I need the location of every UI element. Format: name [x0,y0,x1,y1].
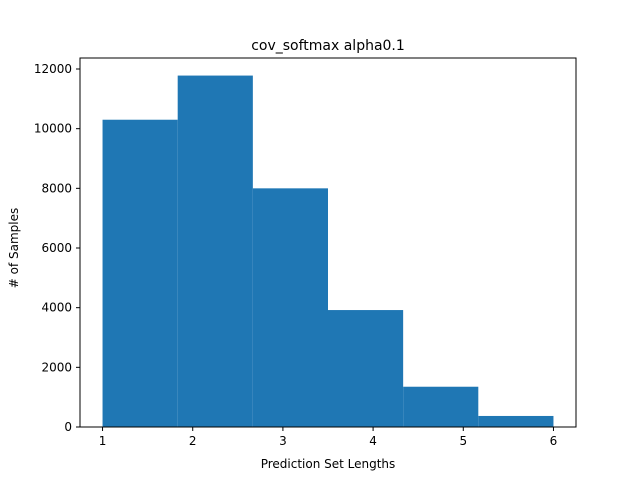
histogram-bar-3 [252,188,328,427]
x-tick-label: 6 [550,434,558,448]
histogram-bar-4 [328,310,404,427]
x-tick-label: 4 [369,434,377,448]
bars-group [102,75,554,428]
y-tick-label: 10000 [34,122,72,136]
y-tick-label: 0 [64,420,72,434]
y-tick-label: 12000 [34,62,72,76]
y-tick-label: 2000 [41,360,72,374]
x-axis-label: Prediction Set Lengths [261,457,396,471]
y-axis-ticks: 0 2000 4000 6000 8000 10000 12000 [34,62,80,434]
y-tick-label: 8000 [41,181,72,195]
histogram-bar-6 [478,415,554,427]
x-tick-label: 3 [279,434,287,448]
chart-title: cov_softmax alpha0.1 [251,38,405,54]
axes-frame [79,57,577,428]
y-tick-label: 4000 [41,301,72,315]
x-tick-label: 1 [99,434,107,448]
histogram-bar-1 [102,119,178,427]
histogram-bar-2 [177,75,253,428]
histogram-bar-5 [403,386,479,427]
x-tick-label: 5 [459,434,467,448]
y-tick-label: 6000 [41,241,72,255]
x-axis-ticks: 1 2 3 4 5 6 [99,427,558,448]
x-tick-label: 2 [189,434,197,448]
y-axis-label: # of Samples [7,208,21,289]
